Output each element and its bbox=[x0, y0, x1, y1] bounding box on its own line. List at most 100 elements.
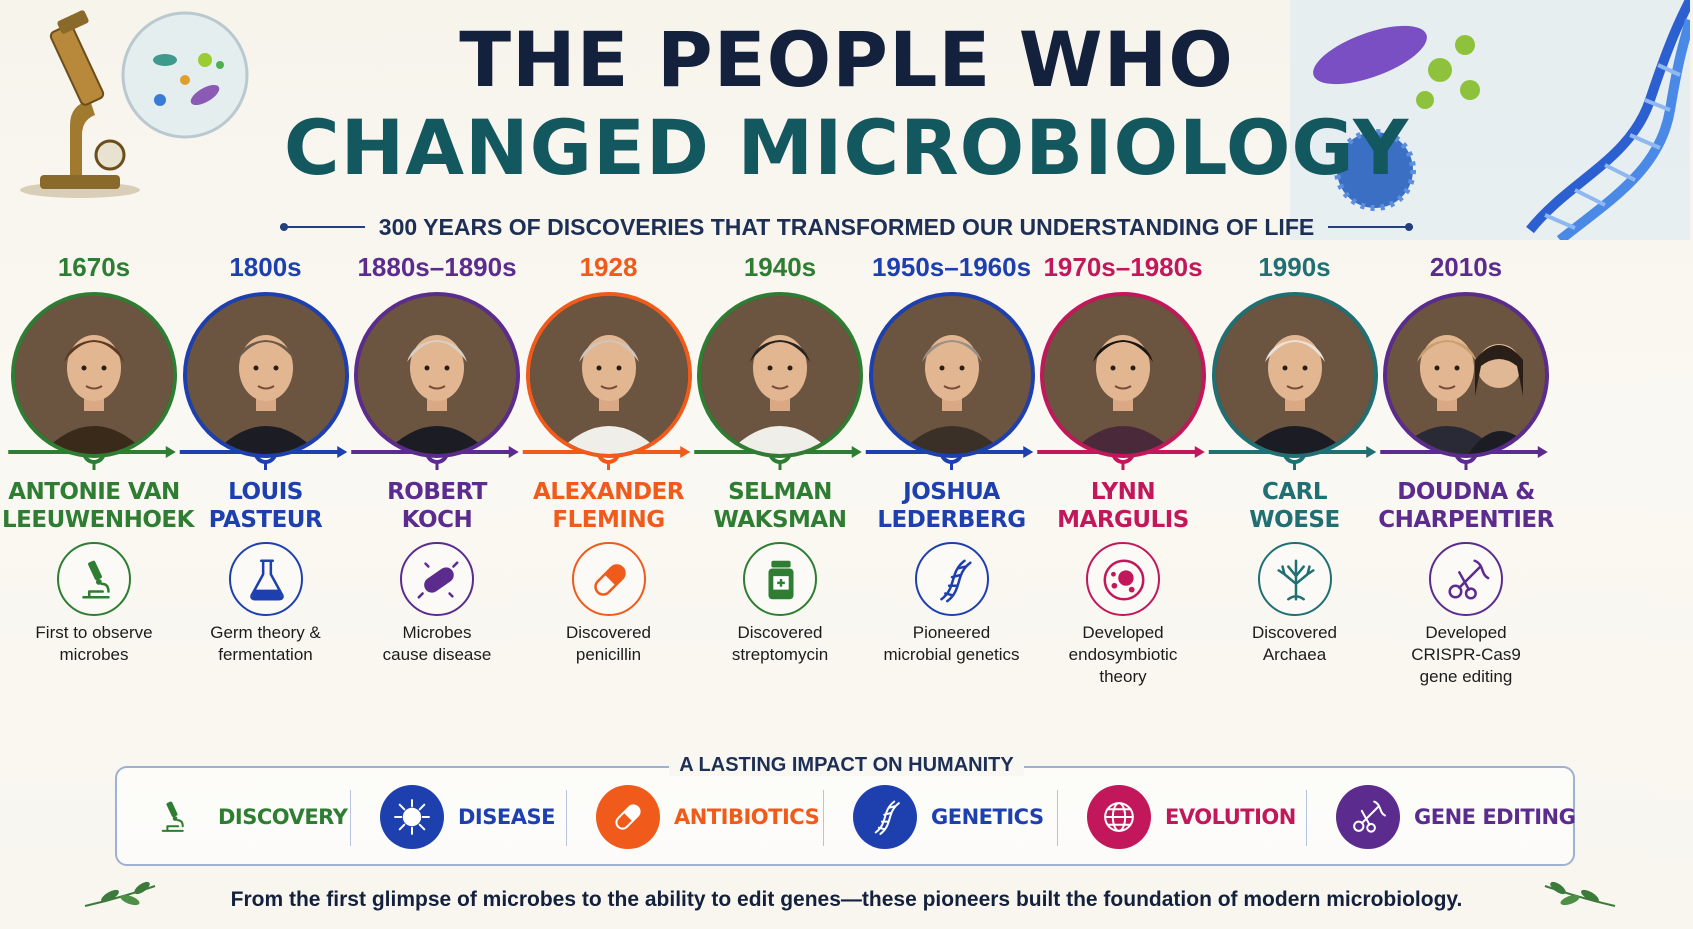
entry-year: 1970s–1980s bbox=[1043, 252, 1203, 282]
entry-year: 1950s–1960s bbox=[871, 252, 1032, 282]
impact-item: DISCOVERY bbox=[140, 782, 348, 852]
entry-name-line1: ALEXANDER bbox=[533, 479, 684, 505]
impact-separator bbox=[1057, 790, 1058, 846]
entry-year: 1880s–1890s bbox=[357, 252, 517, 282]
subtitle-rule-right bbox=[1328, 223, 1414, 231]
entry-name-line2: PASTEUR bbox=[208, 507, 323, 533]
impact-item: GENE EDITING bbox=[1336, 782, 1576, 852]
subtitle-bar: 300 YEARS OF DISCOVERIES THAT TRANSFORME… bbox=[280, 212, 1414, 242]
entry-name: ROBERT KOCH bbox=[345, 478, 529, 534]
entry-name-line1: CARL bbox=[1261, 479, 1328, 505]
entry-name: CARL WOESE bbox=[1203, 478, 1387, 534]
entry-name: LOUIS PASTEUR bbox=[174, 478, 358, 534]
capsule-icon bbox=[571, 542, 646, 616]
scissors-dna-icon bbox=[1429, 542, 1503, 616]
capsule-icon bbox=[596, 785, 660, 849]
entry-year: 2010s bbox=[1429, 252, 1503, 282]
portrait bbox=[354, 292, 520, 458]
impact-label: DISCOVERY bbox=[218, 805, 348, 829]
portrait bbox=[1383, 292, 1549, 458]
dna-icon bbox=[853, 785, 917, 849]
portrait bbox=[868, 292, 1035, 458]
entry-name-line1: ROBERT bbox=[387, 479, 487, 505]
entry-name-line2: KOCH bbox=[401, 507, 473, 533]
timeline-entry: 1800s LOUIS PASTEUR Germ theory & fermentati… bbox=[174, 250, 358, 664]
entry-description: Discovered streptomycin bbox=[688, 622, 872, 666]
entry-description: First to observe microbes bbox=[2, 622, 186, 666]
impact-label: GENETICS bbox=[931, 805, 1044, 829]
portrait bbox=[1040, 292, 1206, 458]
entry-description-line2: fermentation bbox=[218, 645, 313, 664]
microscope-icon bbox=[57, 542, 131, 616]
entry-name-line1: DOUDNA & bbox=[1397, 479, 1535, 505]
entry-description: Microbes cause disease bbox=[345, 622, 529, 666]
entry-name-line1: JOSHUA bbox=[903, 479, 1000, 505]
entry-description-line1: Microbes bbox=[402, 623, 472, 642]
entry-description-line3: theory bbox=[1099, 667, 1147, 686]
impact-item: GENETICS bbox=[853, 782, 1044, 852]
timeline-entry: 1990s CARL WOESE Discovered Archaea bbox=[1203, 250, 1387, 664]
dna-icon bbox=[914, 542, 989, 616]
timeline-entry: 1970s–1980s LYNN MARGULIS Developed endosymb… bbox=[1031, 250, 1215, 686]
entry-description-line1: Discovered bbox=[565, 623, 652, 642]
timeline-entry: 1928 ALEXANDER FLEMING Discovered penicillin bbox=[517, 250, 701, 664]
entry-description: Pioneered microbial genetics bbox=[860, 622, 1044, 666]
entry-name: SELMAN WAKSMAN bbox=[688, 478, 872, 534]
entry-year: 1940s bbox=[743, 252, 817, 282]
entry-name-line2: LEEUWENHOEK bbox=[2, 507, 194, 533]
entry-name-line2: CHARPENTIER bbox=[1378, 507, 1554, 533]
entry-name-line2: LEDERBERG bbox=[877, 507, 1026, 533]
entry-description-line2: cause disease bbox=[382, 645, 492, 664]
tree-of-life-icon bbox=[1257, 542, 1332, 616]
entry-name-line2: FLEMING bbox=[552, 507, 665, 533]
microscope-icon bbox=[140, 785, 204, 849]
entry-year: 1928 bbox=[579, 252, 638, 282]
entry-description-line1: First to observe bbox=[35, 623, 153, 642]
portrait bbox=[182, 292, 349, 458]
entry-name-line2: MARGULIS bbox=[1057, 507, 1189, 533]
entry-description: Developed CRISPR-Cas9 gene editing bbox=[1374, 622, 1558, 688]
entry-name: JOSHUA LEDERBERG bbox=[860, 478, 1044, 534]
globe-icon bbox=[1087, 785, 1151, 849]
impact-label: EVOLUTION bbox=[1165, 805, 1296, 829]
timeline-entry: 1670s ANTONIE VAN LEEUWENHOEK First to obse… bbox=[2, 250, 194, 664]
impact-separator bbox=[350, 790, 351, 846]
entry-description-line1: Developed bbox=[1082, 623, 1164, 642]
entry-name-line2: WOESE bbox=[1249, 507, 1340, 533]
entry-description-line1: Developed bbox=[1425, 623, 1507, 642]
entry-name: LYNN MARGULIS bbox=[1031, 478, 1215, 534]
medicine-bottle-icon bbox=[743, 542, 817, 616]
entry-description-line1: Discovered bbox=[1251, 623, 1338, 642]
subtitle-rule-left bbox=[280, 223, 365, 231]
entry-description-line1: Germ theory & bbox=[210, 623, 321, 642]
entry-description-line2: endosymbiotic bbox=[1068, 645, 1178, 664]
portrait bbox=[525, 292, 692, 458]
entry-name: ANTONIE VAN LEEUWENHOEK bbox=[2, 478, 194, 534]
entry-description: Discovered Archaea bbox=[1203, 622, 1387, 666]
impact-separator bbox=[1306, 790, 1307, 846]
portrait bbox=[11, 292, 177, 458]
entry-name-line1: ANTONIE VAN bbox=[8, 479, 180, 505]
timeline-entry: 1880s–1890s ROBERT KOCH Microbes cause disea… bbox=[345, 250, 529, 664]
scissors-dna-icon bbox=[1336, 785, 1400, 849]
page-title-line1: THE PEOPLE WHO bbox=[459, 15, 1234, 104]
flask-icon bbox=[228, 542, 303, 616]
entry-description-line2: streptomycin bbox=[731, 645, 829, 664]
cell-icon bbox=[1086, 542, 1160, 616]
leaf-icon bbox=[84, 881, 156, 907]
timeline-entry: 1950s–1960s JOSHUA LEDERBERG Pioneered micro… bbox=[860, 250, 1044, 664]
microscope-illustration bbox=[20, 10, 249, 198]
impact-label: DISEASE bbox=[458, 805, 555, 829]
entry-description-line2: microbes bbox=[59, 645, 129, 664]
entry-description: Developed endosymbiotic theory bbox=[1031, 622, 1215, 688]
entry-name-line2: WAKSMAN bbox=[713, 507, 847, 533]
impact-box bbox=[115, 766, 1575, 866]
page-title-line2: CHANGED MICROBIOLOGY bbox=[283, 103, 1410, 192]
entry-description-line2: CRISPR-Cas9 bbox=[1411, 645, 1521, 664]
timeline-entry: 2010s DOUDNA & CHARPENTIER Developed CRISPR-… bbox=[1374, 250, 1558, 686]
impact-separator bbox=[823, 790, 824, 846]
impact-label: ANTIBIOTICS bbox=[674, 805, 820, 829]
impact-separator bbox=[566, 790, 567, 846]
entry-description-line2: penicillin bbox=[575, 645, 642, 664]
impact-item: EVOLUTION bbox=[1087, 782, 1296, 852]
